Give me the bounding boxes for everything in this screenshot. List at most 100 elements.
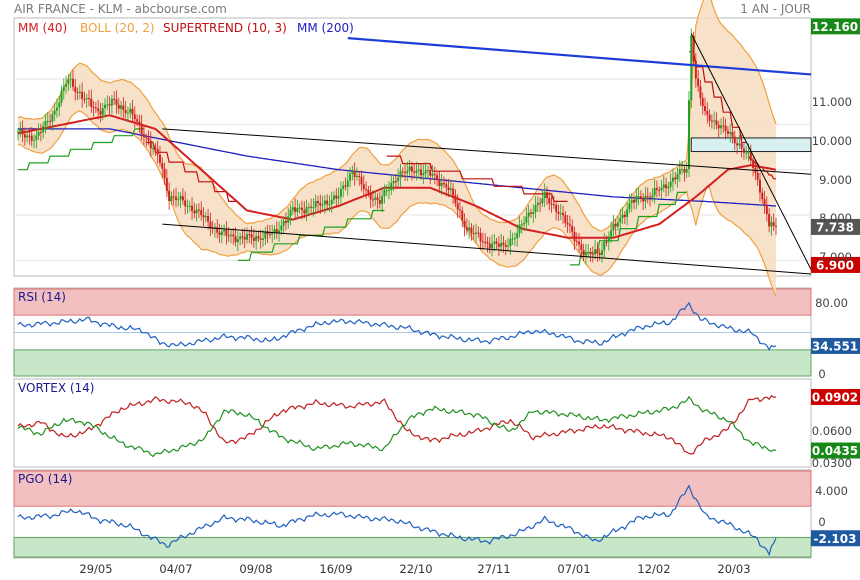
candle-body-240 <box>566 222 569 225</box>
candle-body-303 <box>710 120 713 122</box>
candle-body-270 <box>635 196 638 203</box>
candle-body-60 <box>154 148 157 150</box>
candle-body-168 <box>401 171 404 173</box>
candle-body-165 <box>394 181 397 183</box>
candle-body-52 <box>136 119 139 122</box>
candle-body-114 <box>278 230 281 233</box>
candle-body-180 <box>429 169 432 176</box>
candle-body-192 <box>456 203 459 210</box>
candle-body-170 <box>406 170 409 174</box>
candle-body-293 <box>687 100 690 170</box>
candle-body-13 <box>46 120 49 122</box>
candle-body-116 <box>282 220 285 226</box>
candle-body-20 <box>62 86 65 91</box>
candle-body-193 <box>458 209 461 211</box>
price-ytick-1: 10.000 <box>812 134 852 148</box>
candle-body-4 <box>26 135 29 138</box>
candle-body-151 <box>362 184 365 190</box>
candle-body-257 <box>605 241 608 243</box>
candle-body-92 <box>227 235 230 237</box>
candle-body-88 <box>218 232 221 235</box>
y-tick-labels: 11.000 10.000 9.000 8.000 7.000 80.00 0 … <box>812 95 852 529</box>
candle-body-101 <box>248 234 251 236</box>
candle-body-44 <box>117 104 120 109</box>
candle-body-226 <box>534 205 537 212</box>
chart-header-title: AIR FRANCE - KLM - abcbourse.com <box>14 2 227 16</box>
candle-body-235 <box>555 204 558 212</box>
candle-body-331 <box>775 225 777 227</box>
xtick-2: 09/08 <box>239 562 272 576</box>
candle-body-261 <box>614 223 617 227</box>
candle-body-141 <box>339 188 342 197</box>
candle-body-280 <box>658 189 661 191</box>
vortex-panel-frame <box>13 378 812 468</box>
candle-body-26 <box>76 91 79 93</box>
candle-body-36 <box>99 111 102 115</box>
candle-body-292 <box>685 169 688 173</box>
candle-body-113 <box>275 229 278 233</box>
candle-body-41 <box>110 98 113 106</box>
bollinger-fill <box>18 0 776 297</box>
xtick-3: 16/09 <box>319 562 352 576</box>
candle-body-79 <box>197 209 200 211</box>
candle-body-186 <box>442 182 445 185</box>
price-ytick-4: 7.000 <box>819 250 852 264</box>
candle-body-12 <box>44 120 47 126</box>
candle-body-241 <box>568 224 571 226</box>
candle-body-278 <box>653 188 656 196</box>
candle-body-19 <box>60 90 63 103</box>
candle-body-90 <box>223 229 226 232</box>
candle-body-50 <box>131 108 134 115</box>
candle-body-179 <box>426 169 429 171</box>
candle-body-93 <box>229 234 232 236</box>
candle-body-5 <box>28 135 31 137</box>
candle-body-221 <box>523 222 526 225</box>
candle-body-62 <box>158 154 161 163</box>
candle-body-163 <box>390 183 393 190</box>
candle-body-247 <box>582 250 585 256</box>
vortex-line-0 <box>17 394 777 455</box>
candle-body-22 <box>67 79 70 85</box>
badge-pgo-bg <box>811 530 860 547</box>
candle-body-154 <box>369 192 372 200</box>
candle-body-288 <box>676 174 679 180</box>
candle-body-31 <box>87 98 90 100</box>
candle-body-184 <box>438 179 441 187</box>
candle-body-254 <box>598 252 601 255</box>
candle-body-123 <box>298 207 301 209</box>
candle-body-46 <box>122 105 125 111</box>
candle-body-305 <box>715 120 718 125</box>
candle-body-250 <box>589 252 592 254</box>
badge-pgo-text: -2.103 <box>814 532 857 546</box>
candle-body-300 <box>704 106 707 111</box>
badge-price-last-bg <box>811 218 860 235</box>
candle-body-66 <box>168 190 171 202</box>
candle-body-121 <box>294 207 297 212</box>
candle-body-48 <box>126 112 129 114</box>
candle-body-302 <box>708 114 711 121</box>
candle-body-272 <box>639 196 642 199</box>
candle-body-125 <box>303 210 306 214</box>
candle-body-100 <box>246 234 249 240</box>
candle-body-181 <box>431 174 434 176</box>
candle-body-38 <box>104 104 107 109</box>
candle-body-147 <box>353 171 356 177</box>
candle-body-160 <box>383 190 386 196</box>
candle-body-248 <box>584 252 587 256</box>
candle-body-87 <box>216 227 219 233</box>
candle-body-283 <box>665 184 668 189</box>
candle-body-103 <box>252 237 255 241</box>
candle-body-271 <box>637 196 640 198</box>
badge-price-high-bg <box>811 18 860 35</box>
candle-body-99 <box>243 236 246 240</box>
candle-body-97 <box>239 236 242 240</box>
candle-body-167 <box>399 171 402 178</box>
pgo-lower-zone <box>13 536 812 558</box>
candle-body-107 <box>262 238 265 240</box>
candle-body-59 <box>152 148 155 150</box>
candle-body-137 <box>330 199 333 205</box>
candle-body-285 <box>669 181 672 187</box>
candle-body-287 <box>674 177 677 180</box>
candle-body-156 <box>374 197 377 200</box>
candle-body-9 <box>37 131 40 136</box>
